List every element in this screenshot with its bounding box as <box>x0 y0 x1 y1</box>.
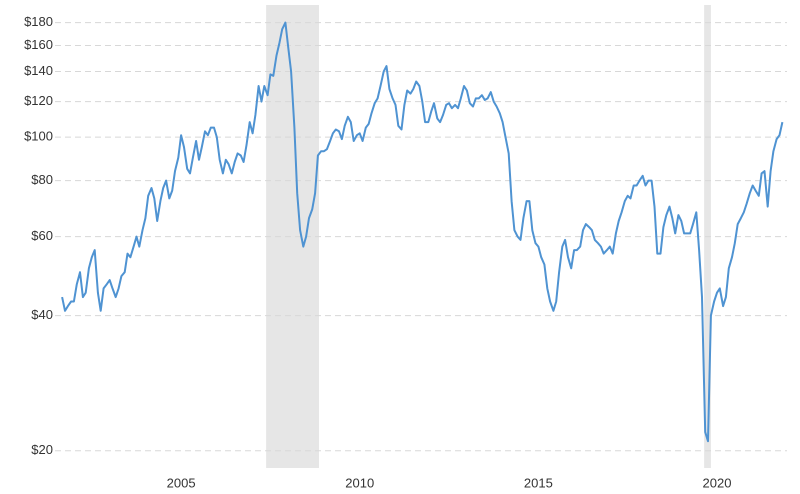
y-tick-label: $100 <box>24 129 53 144</box>
y-tick-label: $40 <box>31 307 53 322</box>
y-tick-label: $180 <box>24 14 53 29</box>
y-tick-label: $140 <box>24 63 53 78</box>
x-tick-label: 2005 <box>167 475 196 490</box>
price-line <box>61 21 784 443</box>
y-tick-label: $120 <box>24 93 53 108</box>
x-tick-label: 2015 <box>524 475 553 490</box>
y-tick-label: $60 <box>31 228 53 243</box>
y-tick-label: $160 <box>24 37 53 52</box>
y-tick-label: $20 <box>31 442 53 457</box>
x-tick-label: 2020 <box>703 475 732 490</box>
y-tick-label: $80 <box>31 172 53 187</box>
x-tick-label: 2010 <box>345 475 374 490</box>
